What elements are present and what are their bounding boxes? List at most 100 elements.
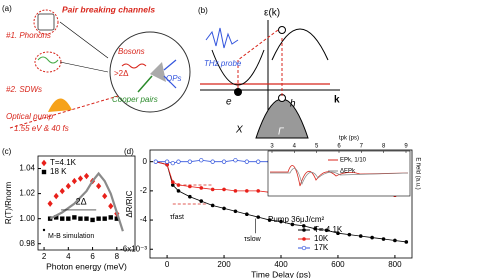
y-tick-label: 0 (143, 157, 148, 166)
series-line (155, 161, 407, 243)
y-tick-label: -2 (140, 186, 148, 195)
legend-marker (42, 228, 46, 232)
point (210, 159, 215, 164)
point (210, 203, 215, 208)
cooper-label: Cooper pairs (112, 95, 158, 104)
legend-marker (302, 237, 306, 241)
qp-arrow (163, 59, 177, 71)
panel-label: (c) (2, 147, 12, 156)
point (256, 189, 261, 193)
point (176, 189, 181, 193)
point (60, 216, 65, 221)
point (83, 172, 90, 180)
point (256, 215, 261, 219)
point (301, 224, 306, 228)
point (347, 232, 352, 237)
point (222, 187, 226, 192)
energy-label: ε(k) (264, 8, 280, 19)
point (381, 237, 386, 241)
inset-tick-label: 6 (337, 144, 341, 150)
electron-label: e (226, 97, 232, 108)
point (393, 238, 397, 243)
plot-frame (37, 155, 136, 251)
point (244, 159, 249, 164)
x-tick-label: 0 (165, 260, 170, 269)
title: Pair breaking channels (62, 4, 155, 14)
panel-label: (a) (2, 4, 12, 13)
pump-spec: 1.55 eV & 40 fs (14, 124, 69, 133)
point (108, 202, 114, 210)
point (176, 159, 181, 164)
legend-label: T= 4.1K (314, 225, 343, 234)
point (114, 216, 120, 221)
boson-wave (121, 63, 147, 69)
panel-label: (b) (198, 6, 208, 15)
legend-label: T=4.1K (50, 158, 77, 167)
x-point: X (235, 125, 243, 136)
point (71, 177, 77, 185)
legend-marker (41, 159, 47, 167)
point (164, 159, 170, 164)
point (65, 182, 71, 190)
point (199, 199, 204, 203)
point (90, 217, 95, 223)
legend-title: Pump 36μJ/cm² (268, 215, 325, 224)
point (233, 209, 238, 214)
point (170, 183, 175, 187)
sdw-icon (37, 56, 59, 64)
point (84, 216, 89, 221)
point (210, 187, 215, 192)
point (53, 215, 59, 220)
panel-a: (a) Pair breaking channels #1. Phonons #… (2, 4, 191, 133)
point (47, 200, 53, 207)
y-tick-label: 1.02 (19, 189, 35, 198)
phonon-icon (37, 13, 55, 31)
thz-pulse (205, 27, 239, 49)
point (222, 206, 226, 211)
legend-label: 10K (314, 234, 329, 243)
inset-legend: EPk, 1/10 (340, 158, 367, 164)
point (336, 231, 340, 235)
channel-label: #1. Phonons (6, 31, 51, 40)
y-tick-label: -6x10⁻³ (120, 244, 147, 253)
pump-label: Optical pump (6, 112, 54, 121)
transition (237, 29, 283, 96)
cooper-arrow (137, 75, 153, 93)
x-tick-label: 200 (217, 260, 231, 269)
legend-marker (301, 245, 307, 251)
excited (278, 26, 286, 34)
point (245, 189, 249, 193)
y-tick-label: 1.04 (19, 164, 35, 173)
point (256, 159, 261, 164)
gap-label: >2Δ (114, 69, 129, 78)
annotation: 2Δ (76, 197, 87, 207)
point (313, 227, 317, 231)
y-tick-label: 1.00 (19, 214, 35, 223)
inset-tick-label: 9 (404, 144, 408, 150)
legend-label: 17K (314, 243, 329, 252)
point (108, 215, 113, 220)
x-axis-label: Photon energy (meV) (46, 261, 127, 271)
legend-marker (302, 228, 306, 232)
process-circle (109, 31, 191, 113)
x-tick-label: 4 (66, 252, 71, 261)
inset-tick-label: 5 (315, 144, 319, 150)
y-axis-label: ΔR/RIC (125, 190, 134, 217)
y-tick-label: 0.98 (19, 239, 35, 248)
inset-trace (270, 168, 409, 186)
inset-y-label: E field (a.u.) (414, 157, 420, 189)
inset-legend: ΔEPk (340, 169, 356, 175)
upper-band (271, 28, 329, 61)
point (358, 234, 363, 238)
x-tick-label: 400 (274, 260, 288, 269)
inset-tick-label: 7 (360, 144, 364, 150)
legend-marker (41, 169, 47, 175)
point (199, 158, 204, 163)
x-tick-label: 6 (90, 252, 95, 261)
point (267, 218, 272, 222)
point (153, 159, 158, 164)
point (290, 222, 295, 227)
x-tick-label: 8 (115, 252, 120, 261)
y-axis-label: R(T)/Rnorm (4, 182, 13, 225)
